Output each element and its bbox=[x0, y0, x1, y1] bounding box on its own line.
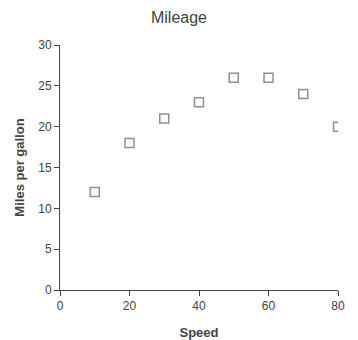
svg-text:Mileage: Mileage bbox=[151, 9, 207, 26]
svg-text:0: 0 bbox=[57, 299, 64, 313]
svg-text:Miles per gallon: Miles per gallon bbox=[12, 118, 27, 216]
svg-text:Speed: Speed bbox=[179, 325, 218, 340]
svg-text:5: 5 bbox=[45, 242, 52, 256]
svg-text:15: 15 bbox=[38, 161, 52, 175]
svg-text:0: 0 bbox=[45, 283, 52, 297]
svg-text:20: 20 bbox=[38, 120, 52, 134]
svg-text:40: 40 bbox=[192, 299, 206, 313]
svg-text:10: 10 bbox=[38, 202, 52, 216]
svg-text:25: 25 bbox=[38, 79, 52, 93]
svg-text:60: 60 bbox=[262, 299, 276, 313]
svg-text:80: 80 bbox=[331, 299, 345, 313]
svg-text:30: 30 bbox=[38, 38, 52, 52]
svg-text:20: 20 bbox=[123, 299, 137, 313]
